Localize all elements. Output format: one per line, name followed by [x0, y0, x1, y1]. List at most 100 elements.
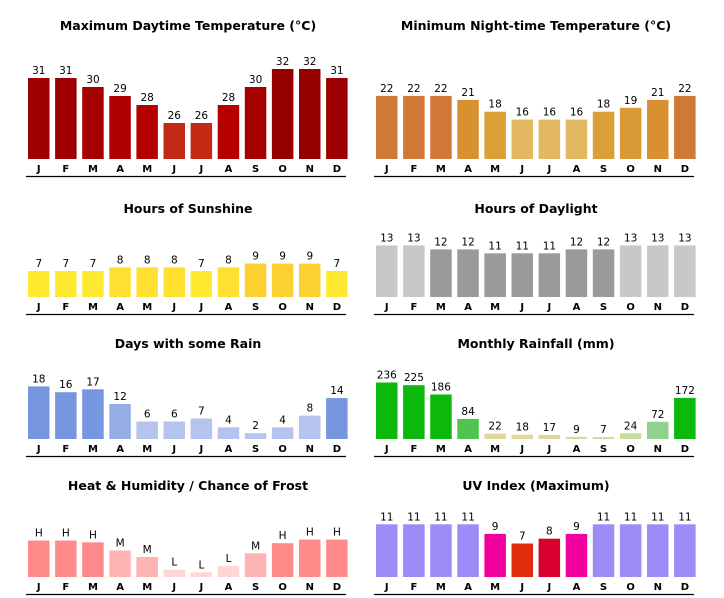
- bar: [592, 437, 615, 439]
- data-label: 7: [62, 258, 69, 270]
- bar: [217, 566, 240, 577]
- bar: [217, 267, 240, 297]
- bar: [217, 105, 240, 159]
- data-label: 11: [461, 511, 474, 523]
- month-label: J: [36, 302, 41, 313]
- month-label: J: [384, 302, 389, 313]
- data-label: 7: [519, 531, 526, 543]
- bar: [163, 421, 185, 439]
- panel-uv-index: UV Index (Maximum) 11 J 11 F 11 M 11 A 9 M 7 J 8 J 9 A 11…: [374, 478, 696, 596]
- month-label: S: [252, 302, 259, 313]
- data-label: 186: [431, 382, 451, 394]
- month-label: F: [410, 444, 417, 455]
- month-label: D: [333, 582, 341, 593]
- bar: [592, 524, 615, 577]
- month-label: D: [333, 164, 341, 175]
- panel-hours-of-daylight: Hours of Daylight 13 J 13 F 12 M 12 A 11 M 11 J 11 J 12…: [374, 201, 696, 316]
- data-label: 17: [86, 376, 99, 388]
- bar: [403, 385, 425, 439]
- data-label: 32: [303, 56, 316, 68]
- month-label: F: [62, 444, 69, 455]
- bar: [326, 539, 348, 577]
- month-label: M: [436, 582, 446, 593]
- data-label: 31: [32, 65, 45, 77]
- data-label: 172: [675, 385, 695, 397]
- data-label: 11: [597, 511, 610, 523]
- data-label: 13: [678, 232, 691, 244]
- data-label: H: [35, 528, 43, 540]
- month-label: J: [199, 582, 204, 593]
- month-label: J: [384, 582, 389, 593]
- month-label: N: [654, 302, 662, 313]
- data-label: H: [89, 529, 97, 541]
- month-label: J: [519, 582, 524, 593]
- month-label: F: [62, 582, 69, 593]
- month-label: J: [519, 444, 524, 455]
- data-label: 29: [113, 83, 126, 95]
- month-label: M: [88, 444, 98, 455]
- bar: [430, 524, 452, 577]
- month-label: J: [199, 164, 204, 175]
- bar: [457, 524, 479, 577]
- bar: [109, 96, 131, 159]
- bar: [109, 550, 131, 577]
- bar: [55, 392, 77, 439]
- month-label: S: [252, 164, 259, 175]
- bar: [484, 433, 506, 439]
- data-label: 21: [651, 87, 664, 99]
- data-label: 28: [222, 92, 235, 104]
- bar: [619, 245, 642, 297]
- month-label: S: [600, 302, 607, 313]
- data-label: 8: [171, 254, 178, 266]
- month-label: A: [116, 444, 124, 455]
- bar: [457, 99, 479, 159]
- bar: [403, 245, 425, 297]
- month-label: A: [116, 164, 124, 175]
- bar: [403, 524, 425, 577]
- data-label: 12: [570, 236, 583, 248]
- bar: [674, 397, 696, 439]
- month-label: N: [306, 164, 314, 175]
- month-label: J: [519, 164, 524, 175]
- data-label: 4: [225, 414, 232, 426]
- month-label: D: [681, 444, 689, 455]
- data-label: 16: [516, 107, 530, 119]
- month-label: D: [681, 302, 689, 313]
- bar: [28, 540, 50, 577]
- bar: [163, 267, 185, 297]
- bar: [109, 267, 131, 297]
- bar: [538, 538, 561, 577]
- bar: [430, 394, 452, 439]
- bar: [299, 263, 321, 297]
- chart-title: Maximum Daytime Temperature (°C): [60, 18, 316, 33]
- data-label: 26: [195, 110, 209, 122]
- bar: [403, 95, 425, 159]
- data-label: 22: [488, 421, 501, 433]
- bar: [619, 107, 642, 159]
- month-label: D: [333, 302, 341, 313]
- data-label: 7: [600, 424, 607, 436]
- data-label: 7: [90, 258, 97, 270]
- bar: [376, 382, 398, 439]
- bar: [565, 533, 588, 577]
- bar: [511, 434, 533, 439]
- data-label: H: [279, 530, 287, 542]
- bar: [592, 249, 615, 297]
- data-label: 19: [624, 95, 637, 107]
- bar: [271, 427, 294, 439]
- month-label: N: [306, 582, 314, 593]
- month-label: A: [573, 164, 581, 175]
- data-label: 8: [225, 254, 232, 266]
- bar: [190, 271, 213, 297]
- bar: [511, 253, 533, 297]
- data-label: 6: [144, 409, 151, 421]
- month-label: A: [464, 302, 472, 313]
- data-label: 11: [434, 511, 447, 523]
- data-label: L: [171, 557, 177, 569]
- data-label: 18: [32, 373, 45, 385]
- month-label: A: [573, 582, 581, 593]
- data-label: 11: [516, 240, 529, 252]
- data-label: 30: [86, 74, 99, 86]
- data-label: 22: [678, 83, 691, 95]
